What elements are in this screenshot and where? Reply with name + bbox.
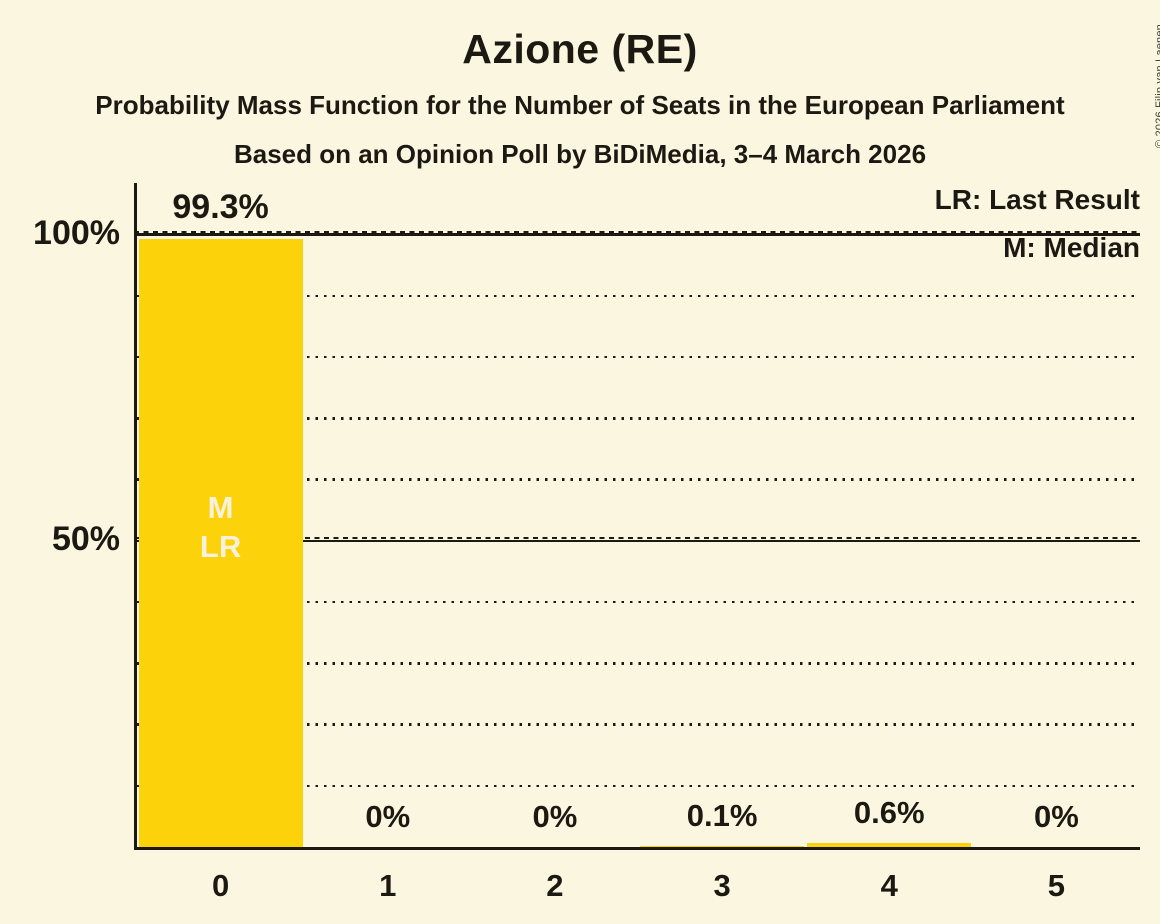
chart-title: Azione (RE) — [462, 26, 698, 72]
x-tick-seat-4: 4 — [880, 868, 898, 903]
value-label-seat-2: 0% — [532, 799, 578, 834]
y-tick-100%: 100% — [33, 213, 120, 252]
gridline-dash-overlay-50pct — [134, 536, 1140, 540]
x-axis-line — [134, 847, 1140, 850]
x-tick-seat-0: 0 — [211, 868, 230, 903]
gridline-dotted-90pct — [137, 294, 1140, 297]
gridline-dotted-60pct — [137, 478, 1140, 481]
legend-last-result: LR: Last Result — [934, 184, 1140, 215]
pmf-bar-seat-0 — [138, 238, 303, 847]
x-tick-seat-2: 2 — [546, 868, 564, 903]
plot-area: 99.3% 0% 0% 0.1% 0.6% 0% M LR — [134, 183, 1140, 847]
gridline-dotted-70pct — [137, 417, 1140, 420]
pmf-bar-seat-4 — [807, 843, 972, 847]
median-last-result-marker: M LR — [137, 488, 304, 566]
pmf-bar-seat-3 — [640, 846, 805, 847]
copyright-notice: © 2026 Filip van Laenen — [1154, 24, 1160, 148]
value-label-seat-5: 0% — [1034, 799, 1079, 834]
y-tick-50%: 50% — [51, 519, 120, 558]
legend-median: M: Median — [1003, 232, 1140, 263]
value-label-seat-4: 0.6% — [853, 795, 925, 831]
bar-marker-label-m: M — [207, 490, 234, 525]
bar-marker-label-lr: LR — [199, 529, 242, 564]
gridline-dotted-30pct — [137, 662, 1140, 665]
x-tick-seat-5: 5 — [1047, 868, 1066, 903]
gridline-dotted-80pct — [137, 355, 1140, 359]
value-label-seat-0: 99.3% — [172, 187, 269, 226]
gridline-dotted-10pct — [137, 784, 1140, 787]
x-tick-seat-1: 1 — [379, 868, 397, 903]
chart-subtitle: Probability Mass Function for the Number… — [95, 90, 1065, 120]
poll-source-line: Based on an Opinion Poll by BiDiMedia, 3… — [233, 139, 927, 169]
x-tick-seat-3: 3 — [713, 868, 731, 903]
gridline-dotted-20pct — [137, 723, 1140, 726]
gridline-dash-overlay-100pct — [134, 230, 1140, 234]
value-label-seat-3: 0.1% — [686, 798, 758, 834]
y-axis-line — [134, 183, 137, 850]
gridline-dotted-40pct — [137, 600, 1140, 604]
gridline-solid-100pct — [134, 233, 1140, 236]
gridline-solid-50pct — [134, 539, 1140, 542]
value-label-seat-1: 0% — [365, 799, 411, 834]
